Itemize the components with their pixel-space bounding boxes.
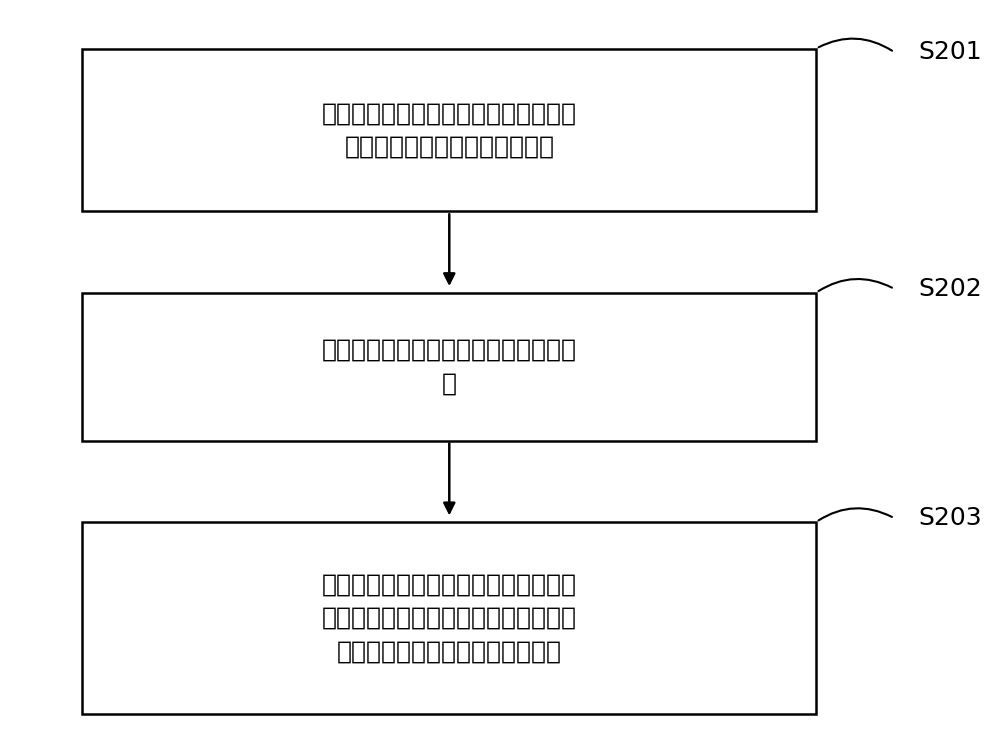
Text: 从所述目的地指令中提取目的地的特征
信息，所述特征信息包括经纬度: 从所述目的地指令中提取目的地的特征 信息，所述特征信息包括经纬度 xyxy=(322,101,577,159)
FancyBboxPatch shape xyxy=(82,49,816,211)
Text: S202: S202 xyxy=(919,277,983,301)
Text: S201: S201 xyxy=(919,40,982,64)
FancyBboxPatch shape xyxy=(82,522,816,714)
FancyBboxPatch shape xyxy=(82,292,816,441)
Text: S203: S203 xyxy=(919,506,982,530)
Text: 根据所述经纬度，获取目的地的地理位
置: 根据所述经纬度，获取目的地的地理位 置 xyxy=(322,338,577,396)
Text: 根据所述用户当前的地理位置及目的地
的地理位置，获取由用户当前的地理位
置到目的地的地理位置的所有路径: 根据所述用户当前的地理位置及目的地 的地理位置，获取由用户当前的地理位 置到目的… xyxy=(322,572,577,663)
